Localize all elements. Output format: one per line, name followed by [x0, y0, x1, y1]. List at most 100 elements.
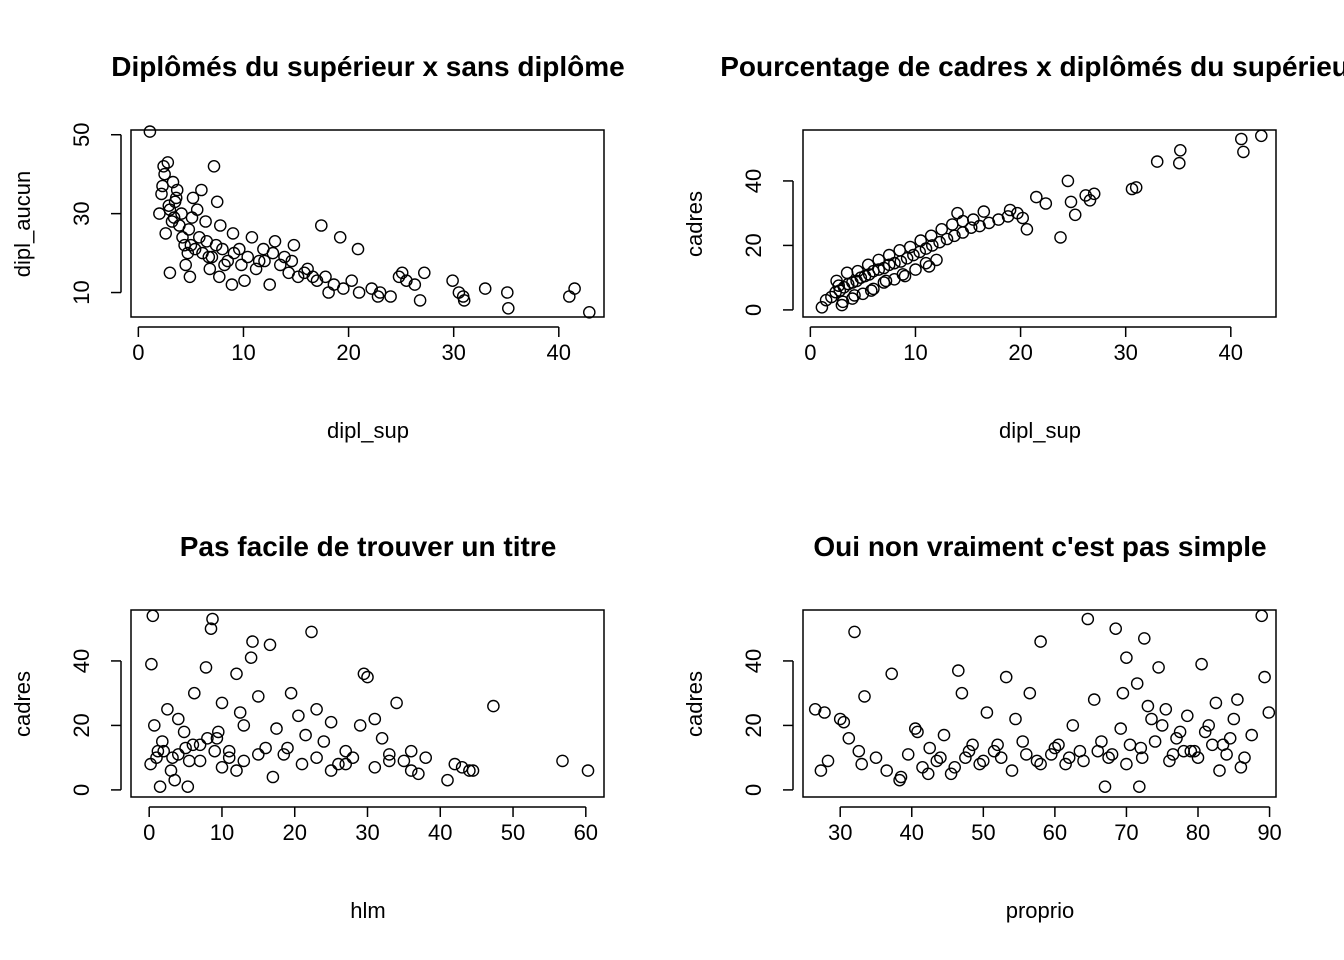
- data-point: [192, 230, 206, 244]
- data-point: [1091, 744, 1105, 758]
- data-point: [230, 764, 243, 777]
- data-point: [556, 754, 569, 768]
- data-point: [182, 223, 196, 236]
- data-point: [952, 664, 965, 677]
- data-point: [225, 278, 239, 291]
- data-point: [284, 686, 298, 700]
- data-point: [955, 686, 969, 700]
- y-axis-label: dipl_aucun: [10, 171, 35, 277]
- data-point: [1181, 709, 1194, 723]
- panel-hlm-vs-cadres: Pas facile de trouver un titre hlm cadre…: [10, 531, 605, 923]
- data-point: [161, 156, 175, 169]
- data-point: [346, 751, 360, 765]
- data-point: [193, 754, 207, 768]
- data-point: [404, 744, 418, 758]
- x-tick-label: 30: [355, 820, 379, 845]
- data-point: [1166, 748, 1180, 761]
- data-point: [1123, 738, 1137, 752]
- data-point: [1134, 741, 1148, 755]
- y-axis-label: cadres: [10, 671, 35, 737]
- data-point: [900, 251, 914, 265]
- panel-dipl-sup-vs-dipl-aucun: Diplômés du supérieur x sans diplôme dip…: [10, 51, 625, 443]
- data-point: [808, 703, 822, 716]
- y-tick-label: 30: [69, 201, 94, 225]
- data-point: [204, 622, 218, 636]
- data-point: [1184, 744, 1198, 758]
- data-point: [339, 744, 353, 758]
- data-point: [1020, 222, 1034, 236]
- data-point: [894, 255, 908, 268]
- data-point: [206, 612, 219, 626]
- data-point: [909, 722, 922, 735]
- data-point: [1135, 751, 1149, 765]
- data-point: [1064, 195, 1078, 209]
- data-point: [404, 764, 418, 777]
- data-point: [1034, 635, 1047, 648]
- data-point: [183, 270, 197, 284]
- data-point: [251, 748, 265, 761]
- axes-group: 30 40 50 60 70 80 90 0 20 40: [741, 609, 1282, 845]
- plot-frame: [802, 129, 1277, 318]
- data-point: [914, 234, 928, 247]
- data-point: [235, 258, 248, 272]
- data-point: [893, 773, 906, 787]
- data-point: [1155, 719, 1169, 732]
- x-tick-label: 50: [501, 820, 525, 845]
- data-point: [463, 764, 476, 777]
- data-point: [361, 670, 374, 684]
- data-point: [252, 254, 266, 268]
- plot-title: Pas facile de trouver un titre: [180, 531, 557, 562]
- data-point: [919, 256, 933, 270]
- data-point: [1237, 145, 1250, 159]
- x-tick-label: 40: [1219, 340, 1243, 365]
- data-point: [375, 732, 389, 745]
- data-point: [392, 270, 406, 284]
- data-point: [175, 207, 188, 220]
- data-point: [153, 207, 166, 220]
- data-point: [241, 250, 254, 264]
- data-point: [1052, 738, 1065, 752]
- data-point: [1202, 719, 1215, 732]
- data-point: [413, 294, 427, 307]
- data-point: [168, 773, 181, 787]
- data-point: [263, 638, 277, 652]
- data-point: [324, 764, 338, 777]
- data-point: [181, 780, 195, 794]
- data-point: [1068, 208, 1082, 222]
- data-point: [833, 712, 847, 726]
- data-point: [237, 719, 251, 732]
- data-point: [199, 215, 212, 228]
- data-point: [277, 748, 291, 761]
- data-point: [395, 266, 409, 280]
- data-point: [973, 757, 987, 771]
- points-group: [144, 609, 595, 794]
- data-point: [278, 250, 291, 264]
- axes-group: 0 10 20 30 40 50 60 0 20 40: [69, 609, 605, 845]
- x-tick-label: 30: [828, 820, 852, 845]
- data-point: [456, 290, 470, 303]
- data-point: [903, 240, 917, 254]
- plot-frame: [802, 609, 1277, 798]
- data-point: [1083, 193, 1097, 207]
- x-tick-label: 90: [1257, 820, 1281, 845]
- data-point: [1163, 754, 1176, 768]
- data-point: [408, 278, 422, 291]
- x-axis-label: dipl_sup: [999, 418, 1081, 443]
- data-point: [966, 738, 979, 752]
- data-point: [158, 167, 171, 181]
- data-point: [581, 764, 595, 777]
- data-point: [1030, 754, 1044, 768]
- data-point: [266, 770, 280, 784]
- data-point: [951, 206, 964, 220]
- data-point: [933, 235, 946, 249]
- data-point: [419, 751, 433, 765]
- plot-frame: [130, 129, 605, 318]
- data-point: [869, 751, 883, 765]
- data-point: [246, 635, 259, 648]
- data-point: [1048, 741, 1062, 755]
- panel-dipl-sup-vs-cadres: Pourcentage de cadres x diplômés du supé…: [682, 51, 1344, 443]
- data-point: [155, 187, 168, 201]
- data-point: [1034, 757, 1047, 771]
- data-point: [147, 719, 161, 732]
- data-point: [909, 263, 922, 276]
